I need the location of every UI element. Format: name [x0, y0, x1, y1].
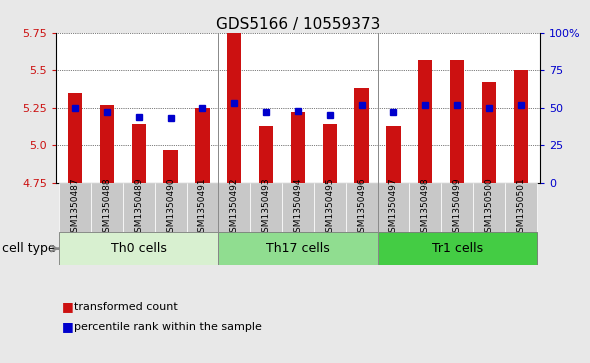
- Bar: [282, 183, 314, 232]
- Bar: [505, 183, 537, 232]
- Bar: [441, 183, 473, 232]
- Bar: [123, 183, 155, 232]
- Bar: [291, 112, 305, 183]
- Text: GSM1350501: GSM1350501: [516, 177, 525, 238]
- Bar: [473, 183, 505, 232]
- Bar: [378, 183, 409, 232]
- Text: GSM1350490: GSM1350490: [166, 177, 175, 238]
- Text: GSM1350487: GSM1350487: [71, 177, 80, 238]
- Text: GSM1350499: GSM1350499: [453, 177, 461, 238]
- Text: transformed count: transformed count: [74, 302, 178, 312]
- Text: percentile rank within the sample: percentile rank within the sample: [74, 322, 261, 332]
- Bar: [386, 126, 401, 183]
- Bar: [450, 60, 464, 183]
- Bar: [163, 150, 178, 183]
- Text: Th17 cells: Th17 cells: [266, 242, 330, 255]
- Text: GSM1350488: GSM1350488: [103, 177, 112, 238]
- Bar: [482, 82, 496, 183]
- Bar: [195, 108, 209, 183]
- Bar: [513, 70, 528, 183]
- Bar: [132, 125, 146, 183]
- Text: ■: ■: [62, 320, 74, 333]
- Bar: [259, 126, 273, 183]
- Text: GSM1350494: GSM1350494: [293, 178, 303, 238]
- Text: GSM1350498: GSM1350498: [421, 177, 430, 238]
- Text: GSM1350489: GSM1350489: [135, 177, 143, 238]
- Bar: [378, 232, 537, 265]
- Bar: [355, 88, 369, 183]
- Text: ■: ■: [62, 300, 74, 313]
- Text: GSM1350496: GSM1350496: [357, 177, 366, 238]
- Text: GSM1350493: GSM1350493: [261, 177, 271, 238]
- Text: GSM1350495: GSM1350495: [325, 177, 335, 238]
- Text: GSM1350500: GSM1350500: [484, 177, 493, 238]
- Bar: [409, 183, 441, 232]
- Bar: [186, 183, 218, 232]
- Bar: [218, 232, 378, 265]
- Text: Tr1 cells: Tr1 cells: [431, 242, 483, 255]
- Bar: [323, 125, 337, 183]
- Text: GSM1350497: GSM1350497: [389, 177, 398, 238]
- Bar: [314, 183, 346, 232]
- Text: GSM1350492: GSM1350492: [230, 178, 239, 238]
- Bar: [227, 33, 241, 183]
- Text: Th0 cells: Th0 cells: [111, 242, 167, 255]
- Bar: [346, 183, 378, 232]
- Bar: [155, 183, 186, 232]
- Bar: [100, 105, 114, 183]
- Text: GSM1350491: GSM1350491: [198, 177, 207, 238]
- Bar: [68, 93, 83, 183]
- Bar: [59, 232, 218, 265]
- Bar: [418, 60, 432, 183]
- Bar: [218, 183, 250, 232]
- Title: GDS5166 / 10559373: GDS5166 / 10559373: [216, 16, 380, 32]
- Bar: [59, 183, 91, 232]
- Bar: [250, 183, 282, 232]
- Text: cell type: cell type: [2, 242, 55, 255]
- Bar: [91, 183, 123, 232]
